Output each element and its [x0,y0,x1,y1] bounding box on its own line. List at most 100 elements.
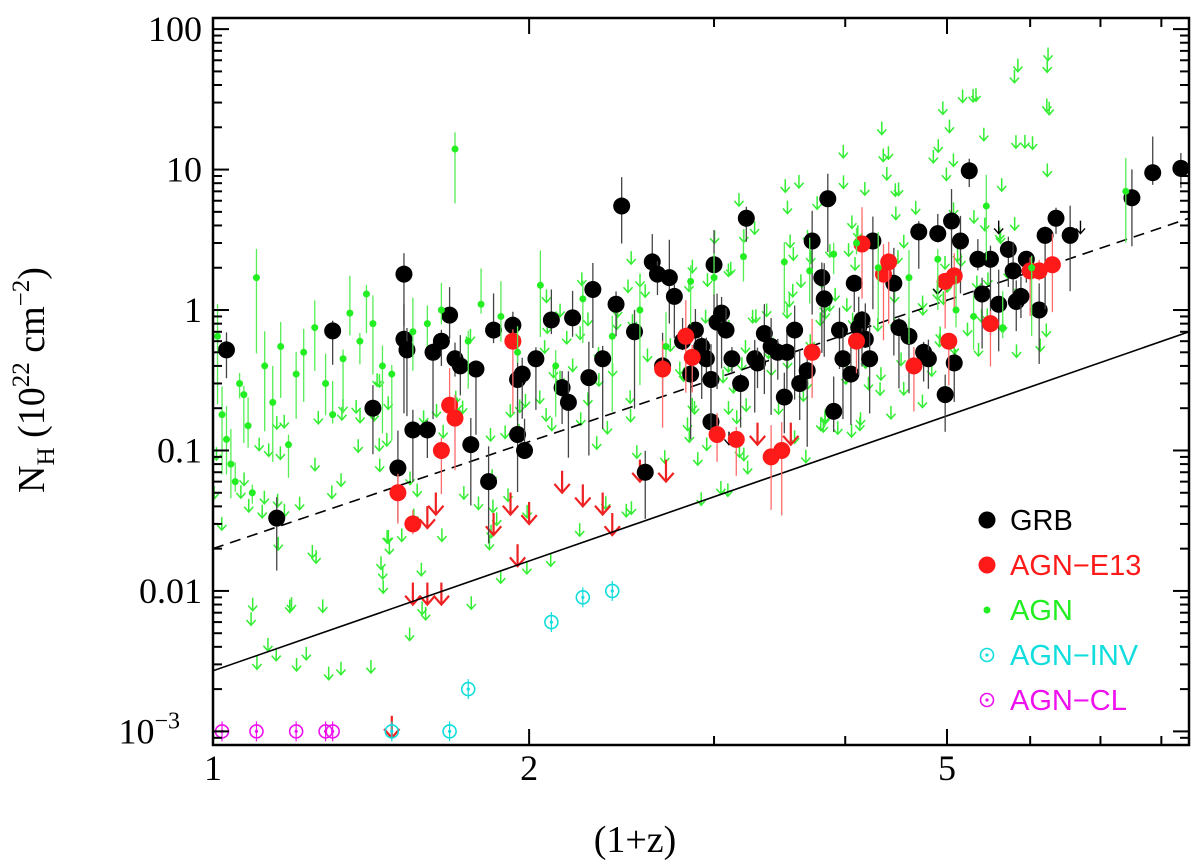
upper-limit-arrow [962,322,973,337]
agn-point [346,309,354,317]
upper-limit-arrow [458,486,469,501]
grb-point [973,285,991,303]
upper-limit-arrow [582,392,594,407]
upper-limit-arrow [309,457,321,472]
grb-point [395,265,413,283]
upper-limit-arrow [846,215,858,230]
upper-limit-arrow [432,582,450,607]
grb-point [398,341,416,359]
upper-limit-arrow [937,101,948,116]
upper-limit-arrow [642,348,653,363]
grb-point [527,350,545,368]
upper-limit-arrow [1042,47,1054,62]
upper-limit-arrow [696,492,707,507]
upper-limit-arrow [1011,344,1022,359]
legend-marker [978,511,996,529]
agn-e13-point [441,396,459,414]
upper-limit-arrow [928,149,939,164]
agn-point [231,478,239,486]
agn-point [687,277,695,285]
upper-limit-arrow [396,528,407,543]
upper-limit-arrow [495,570,506,585]
upper-limit-arrow [574,523,585,538]
upper-limit-arrow [323,666,334,681]
upper-limit-arrow [520,501,538,526]
grb-point [775,388,793,406]
solid-trend-line [213,331,1189,672]
upper-limit-arrow [748,422,767,447]
upper-limit-arrow [313,410,324,426]
grb-point [929,225,947,243]
y-tick-label: 0.01 [139,571,202,611]
grb-point [845,274,863,292]
upper-limit-arrow [561,330,572,346]
upper-limit-arrow [279,414,290,429]
upper-limit-arrow [235,485,246,500]
upper-limit-arrow [301,646,312,662]
agn-point [780,258,788,266]
agn-point [261,362,269,370]
upper-limit-arrow [473,496,484,511]
grb-point [853,311,871,329]
legend-label: GRB [1010,505,1073,537]
agn-point [934,255,942,263]
upper-limit-arrow [993,220,1004,235]
upper-limit-arrow [841,298,852,313]
upper-limit-arrow [1019,134,1031,150]
upper-limit-arrow [881,166,892,182]
agn-point [451,145,459,153]
grb-point [268,509,286,527]
upper-limit-arrow [541,289,552,304]
dashed-trend-line [213,217,1189,550]
upper-limit-arrow [245,612,257,627]
upper-limit-arrow [742,460,753,475]
grb-point [969,250,987,268]
upper-limit-arrow [843,243,854,258]
upper-limit-arrow [576,272,587,287]
y-tick-label: 1 [184,290,202,330]
upper-limit-arrow [622,279,634,294]
upper-limit-arrow [1010,135,1022,150]
agn-point [409,328,417,336]
upper-limit-arrow [948,153,959,168]
upper-limit-arrow [625,408,636,423]
agn-point [874,264,882,272]
upper-limit-arrow [731,410,742,425]
upper-limit-arrow [832,421,843,436]
upper-limit-arrow [1041,323,1052,338]
grb-point [636,463,654,481]
agn-point [579,295,587,303]
upper-limit-arrow [978,127,989,142]
agn-inv-point [544,612,559,633]
agn-inv-point [460,679,476,700]
upper-limit-arrow [738,447,749,462]
upper-limit-arrow [1009,217,1020,232]
agn-point [806,267,814,275]
legend-label: AGN−CL [1010,685,1127,717]
upper-limit-arrow [247,597,258,612]
upper-limit-arrow [541,408,552,423]
grb-point [825,402,843,420]
grb-point [451,357,469,375]
grb-point [607,295,625,313]
legend-entry: AGN−CL [979,685,1127,717]
upper-limit-arrow [741,398,752,413]
upper-limit-arrow [271,416,282,431]
upper-limit-arrow [354,409,366,424]
agn-point [300,348,308,356]
agn-point [970,312,978,320]
upper-limit-arrow [898,381,909,397]
upper-limit-arrow [819,411,831,426]
legend-entry: AGN−INV [979,640,1139,672]
agn-point [710,274,718,282]
upper-limit-arrow [1012,58,1024,73]
agn-e13-point [880,253,898,271]
upper-limit-arrow [257,504,268,519]
upper-limit-arrow [243,498,254,514]
upper-limit-arrow [575,412,586,427]
upper-limit-arrow [259,490,270,505]
upper-limit-arrow [800,449,811,464]
agn-point [982,202,990,210]
agn-e13-point [945,267,963,285]
grb-point [798,362,816,380]
